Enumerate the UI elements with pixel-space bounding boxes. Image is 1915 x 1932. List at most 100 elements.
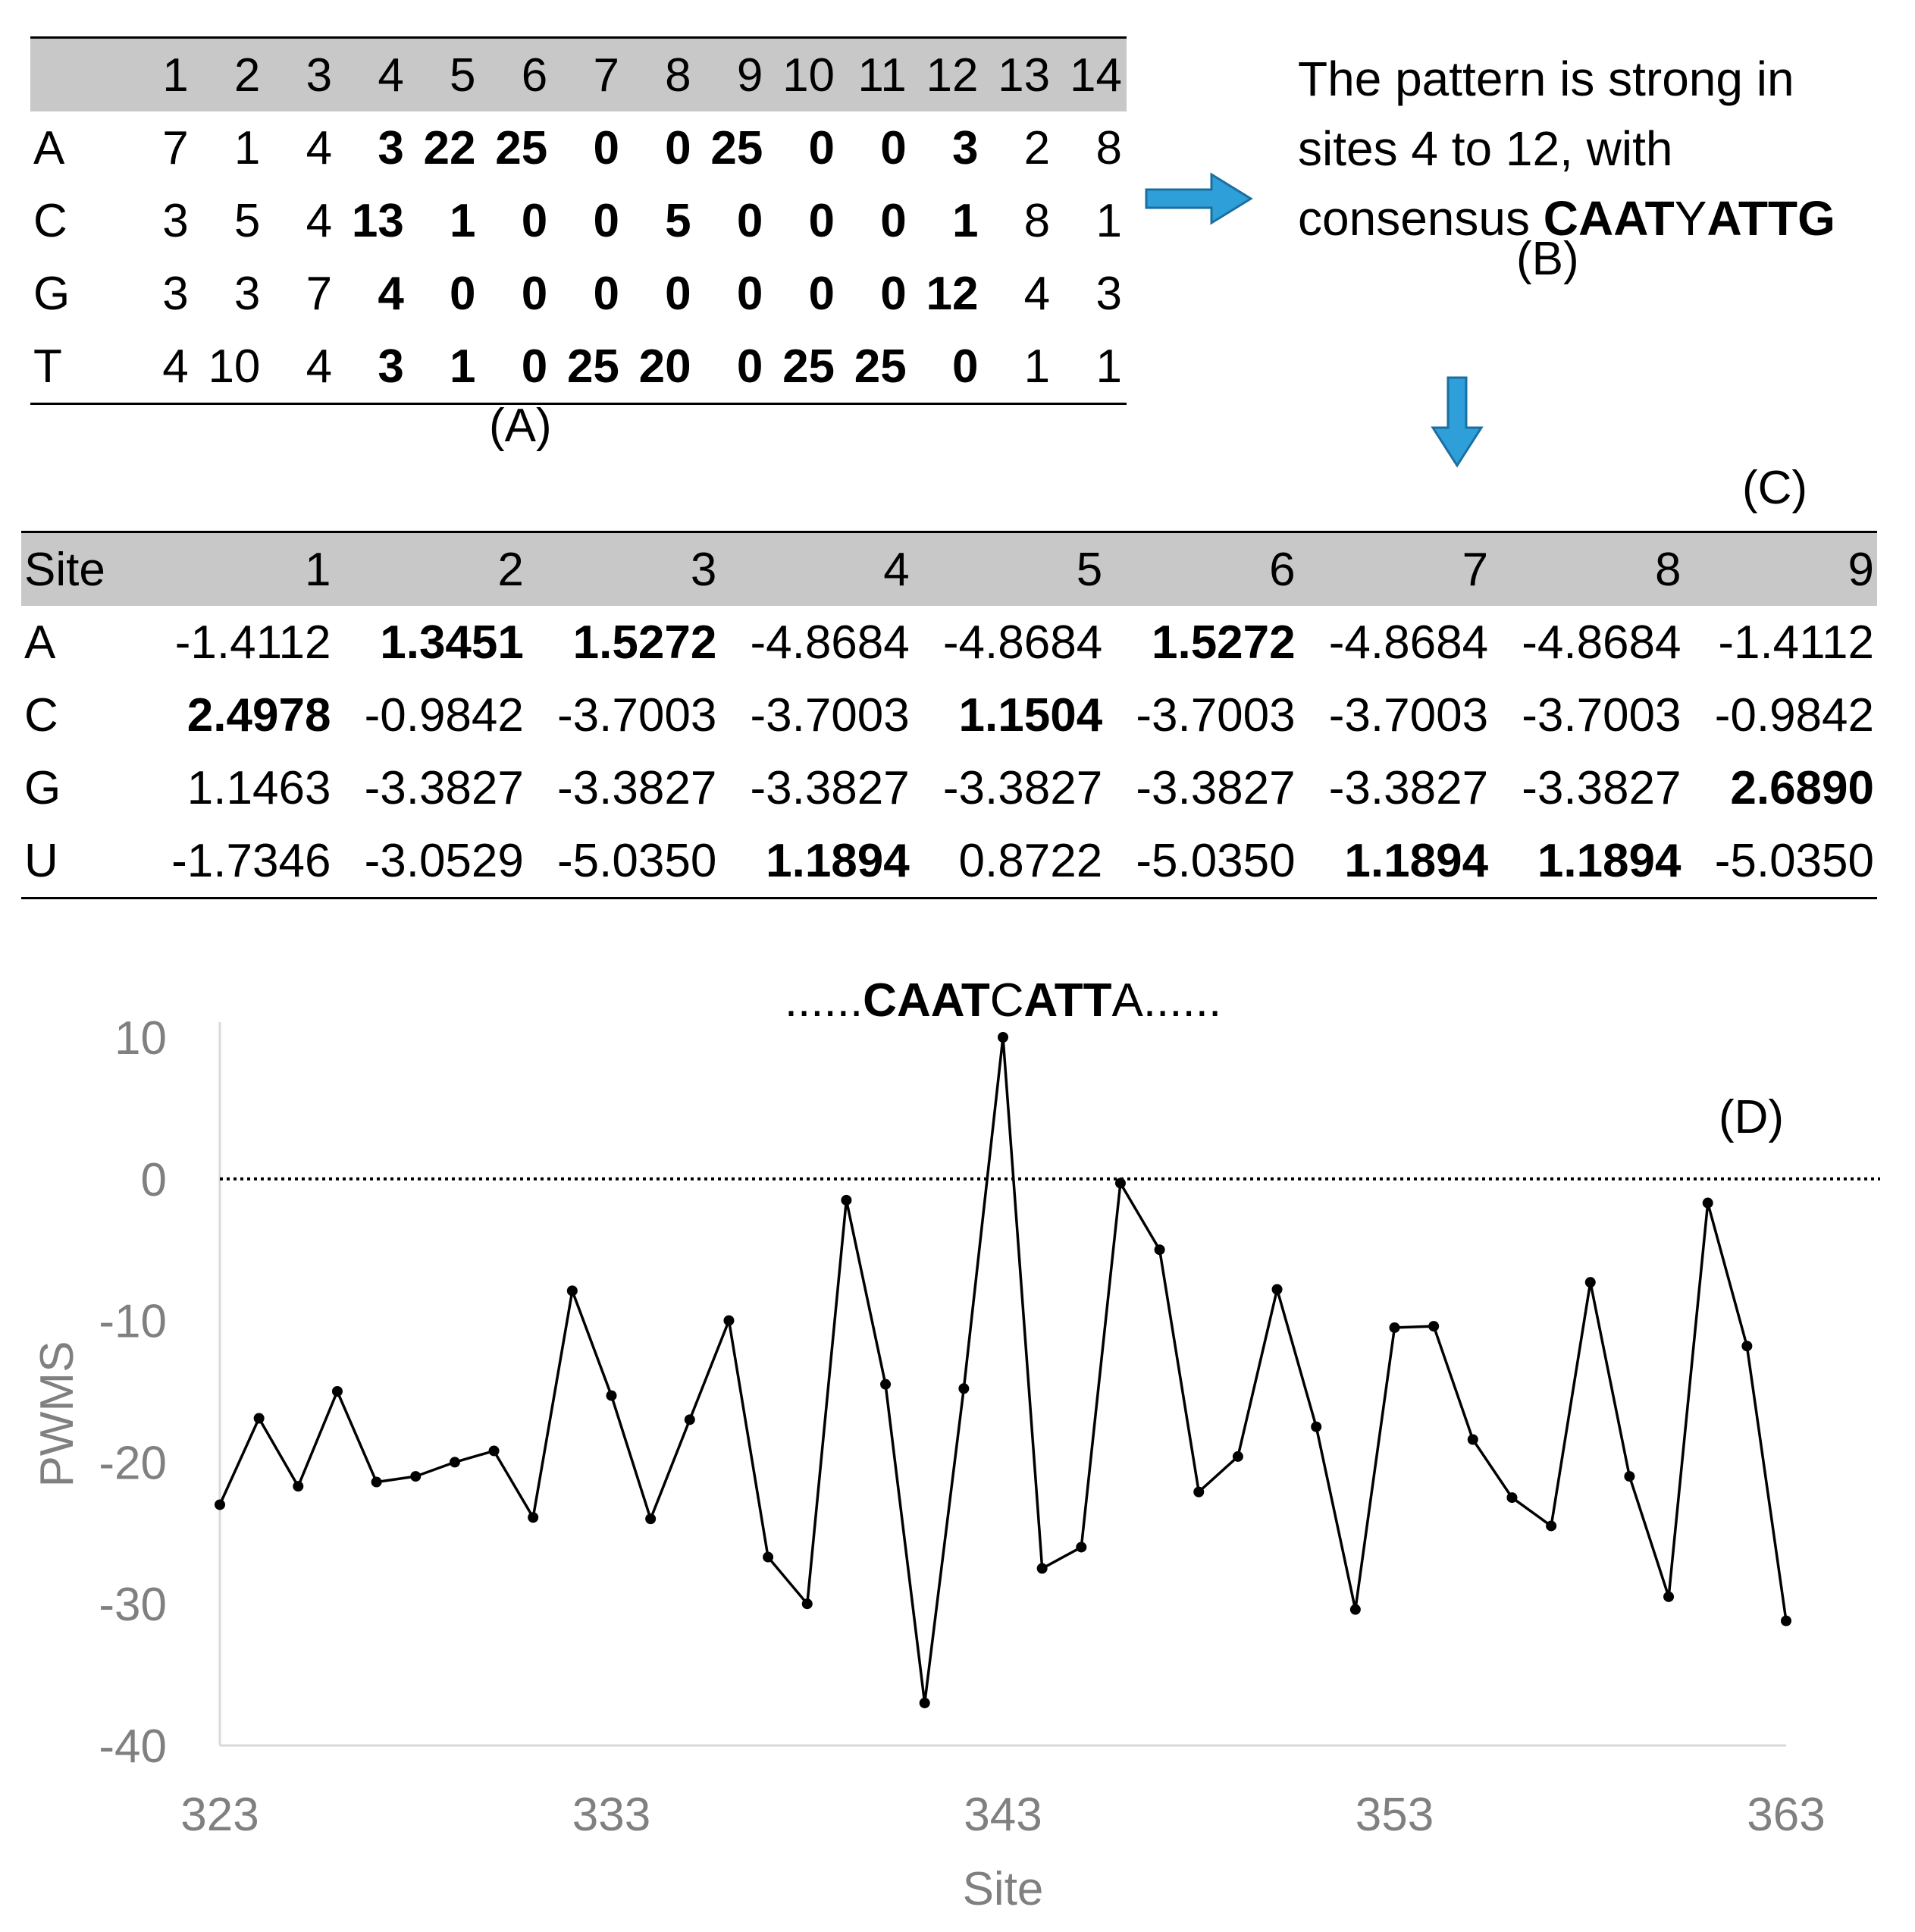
description-line: sites 4 to 12, with bbox=[1298, 121, 1673, 176]
count-cell: 1 bbox=[233, 121, 261, 174]
pwm-cell: 1.1894 bbox=[719, 824, 913, 899]
x-tick-label: 333 bbox=[572, 1789, 650, 1841]
count-cell: 0 bbox=[880, 267, 907, 320]
y-tick-label: -10 bbox=[99, 1296, 167, 1348]
right-arrow-icon bbox=[1145, 172, 1253, 225]
x-tick-label: 343 bbox=[964, 1789, 1042, 1841]
consensus-description: The pattern is strong in sites 4 to 12, … bbox=[1298, 44, 1835, 253]
pwms-data-point bbox=[449, 1457, 460, 1468]
pwms-data-point bbox=[763, 1551, 774, 1563]
pwm-row-c: C 2.4978 -0.9842 -3.7003 -3.7003 1.1504 … bbox=[21, 679, 1877, 751]
pwm-panel: Site 1 2 3 4 5 6 7 8 9 A -1.4112 1.3451 … bbox=[21, 531, 1877, 899]
count-cell: 1 bbox=[1055, 330, 1127, 405]
count-matrix-panel: 1 2 3 4 5 6 7 8 9 10 11 12 13 14 A 7 1 4 bbox=[30, 36, 1127, 405]
count-cell: 3 bbox=[337, 330, 409, 405]
count-cell: 0 bbox=[665, 121, 691, 174]
count-cell: 1 bbox=[951, 194, 979, 247]
pwm-header-cell: Site bbox=[24, 543, 105, 596]
pwms-data-point bbox=[1232, 1451, 1243, 1462]
row-label: A bbox=[24, 616, 56, 669]
count-cell: 0 bbox=[480, 330, 553, 405]
pwms-data-point bbox=[606, 1390, 617, 1401]
pwms-data-point bbox=[684, 1414, 695, 1425]
row-label: U bbox=[21, 824, 141, 899]
pwm-cell: -3.3827 bbox=[1328, 761, 1489, 814]
pwms-data-point bbox=[1154, 1244, 1165, 1256]
pwm-cell: -3.0529 bbox=[334, 824, 527, 899]
count-header-cell: 8 bbox=[665, 49, 691, 102]
count-matrix-header-row: 1 2 3 4 5 6 7 8 9 10 11 12 13 14 bbox=[30, 37, 1127, 111]
pwm-cell: -1.4112 bbox=[1718, 616, 1874, 669]
consensus-ambiguous: Y bbox=[1674, 191, 1707, 246]
count-cell: 0 bbox=[910, 330, 983, 405]
pwms-data-point bbox=[998, 1032, 1008, 1043]
y-tick-label: 0 bbox=[141, 1154, 167, 1206]
count-header-cell: 14 bbox=[1070, 49, 1122, 102]
count-cell: 4 bbox=[306, 194, 333, 247]
pwms-data-point bbox=[1271, 1284, 1283, 1295]
pwms-data-point bbox=[1506, 1492, 1518, 1504]
pwm-header-cell: 9 bbox=[1848, 543, 1874, 596]
pwm-cell: 2.4978 bbox=[186, 688, 331, 742]
count-cell: 0 bbox=[593, 267, 619, 320]
panel-a-caption: (A) bbox=[489, 400, 552, 452]
count-header-cell: 11 bbox=[857, 49, 907, 102]
pwm-cell: -3.7003 bbox=[557, 688, 717, 742]
row-label: A bbox=[33, 121, 65, 174]
row-label: C bbox=[24, 688, 58, 742]
count-cell: 0 bbox=[695, 330, 768, 405]
pwm-cell: 1.1463 bbox=[186, 761, 331, 814]
count-header-cell: 13 bbox=[998, 49, 1051, 102]
y-tick-label: -30 bbox=[99, 1579, 167, 1631]
count-header-cell: 6 bbox=[521, 49, 548, 102]
count-cell: 0 bbox=[665, 267, 691, 320]
consensus-bold: CAAT bbox=[1543, 191, 1675, 246]
pwm-cell: -3.3827 bbox=[942, 761, 1103, 814]
count-cell: 0 bbox=[450, 267, 476, 320]
count-cell: 7 bbox=[162, 121, 189, 174]
pwm-cell: -5.0350 bbox=[1105, 824, 1299, 899]
pwm-cell: -3.7003 bbox=[1136, 688, 1296, 742]
pwms-data-point bbox=[253, 1413, 265, 1424]
pwm-cell: -1.4112 bbox=[174, 616, 331, 669]
annotation-segment: A bbox=[1111, 974, 1143, 1027]
count-cell: 25 bbox=[552, 330, 624, 405]
count-cell: 25 bbox=[495, 121, 548, 174]
count-cell: 0 bbox=[880, 121, 907, 174]
pwm-header-row: Site 1 2 3 4 5 6 7 8 9 bbox=[21, 532, 1877, 606]
count-cell: 4 bbox=[1023, 267, 1051, 320]
pwm-header-cell: 3 bbox=[690, 543, 717, 596]
pwm-cell: -3.3827 bbox=[1136, 761, 1296, 814]
pwms-data-point bbox=[1781, 1615, 1791, 1626]
count-header-cell: 9 bbox=[736, 49, 763, 102]
pwm-cell: -4.8684 bbox=[1328, 616, 1489, 669]
pwms-data-point bbox=[1546, 1520, 1557, 1532]
count-cell: 3 bbox=[162, 194, 189, 247]
pwm-header-cell: 5 bbox=[1076, 543, 1103, 596]
pwm-header-cell: 8 bbox=[1655, 543, 1682, 596]
pwms-data-point bbox=[1349, 1604, 1361, 1615]
pwms-data-point bbox=[841, 1194, 852, 1206]
pwm-cell: -3.3827 bbox=[557, 761, 717, 814]
pwms-data-point bbox=[566, 1285, 578, 1297]
description-text: consensus bbox=[1298, 191, 1544, 246]
annotation-bold-segment: ATT bbox=[1024, 974, 1112, 1027]
pwm-cell: -3.3827 bbox=[750, 761, 910, 814]
consensus-bold: ATTG bbox=[1707, 191, 1835, 246]
pwm-cell: 1.3451 bbox=[380, 616, 524, 669]
pwm-cell: -4.8684 bbox=[1522, 616, 1682, 669]
pwm-cell: -3.3827 bbox=[364, 761, 524, 814]
pwms-data-point bbox=[919, 1697, 930, 1708]
pwms-data-point bbox=[1702, 1197, 1713, 1209]
x-tick-label: 353 bbox=[1356, 1789, 1434, 1841]
count-cell: 7 bbox=[306, 267, 333, 320]
pwms-data-point bbox=[410, 1471, 422, 1482]
count-cell: 8 bbox=[1023, 194, 1051, 247]
row-label: G bbox=[33, 267, 71, 320]
y-tick-label: 10 bbox=[114, 1012, 167, 1065]
count-cell: 0 bbox=[593, 194, 619, 247]
pwms-data-point bbox=[1584, 1277, 1596, 1288]
count-cell: 3 bbox=[1095, 267, 1122, 320]
count-cell: 4 bbox=[265, 330, 337, 405]
count-row-t: T 4 10 4 3 1 0 25 20 0 25 25 0 1 1 bbox=[30, 330, 1127, 405]
